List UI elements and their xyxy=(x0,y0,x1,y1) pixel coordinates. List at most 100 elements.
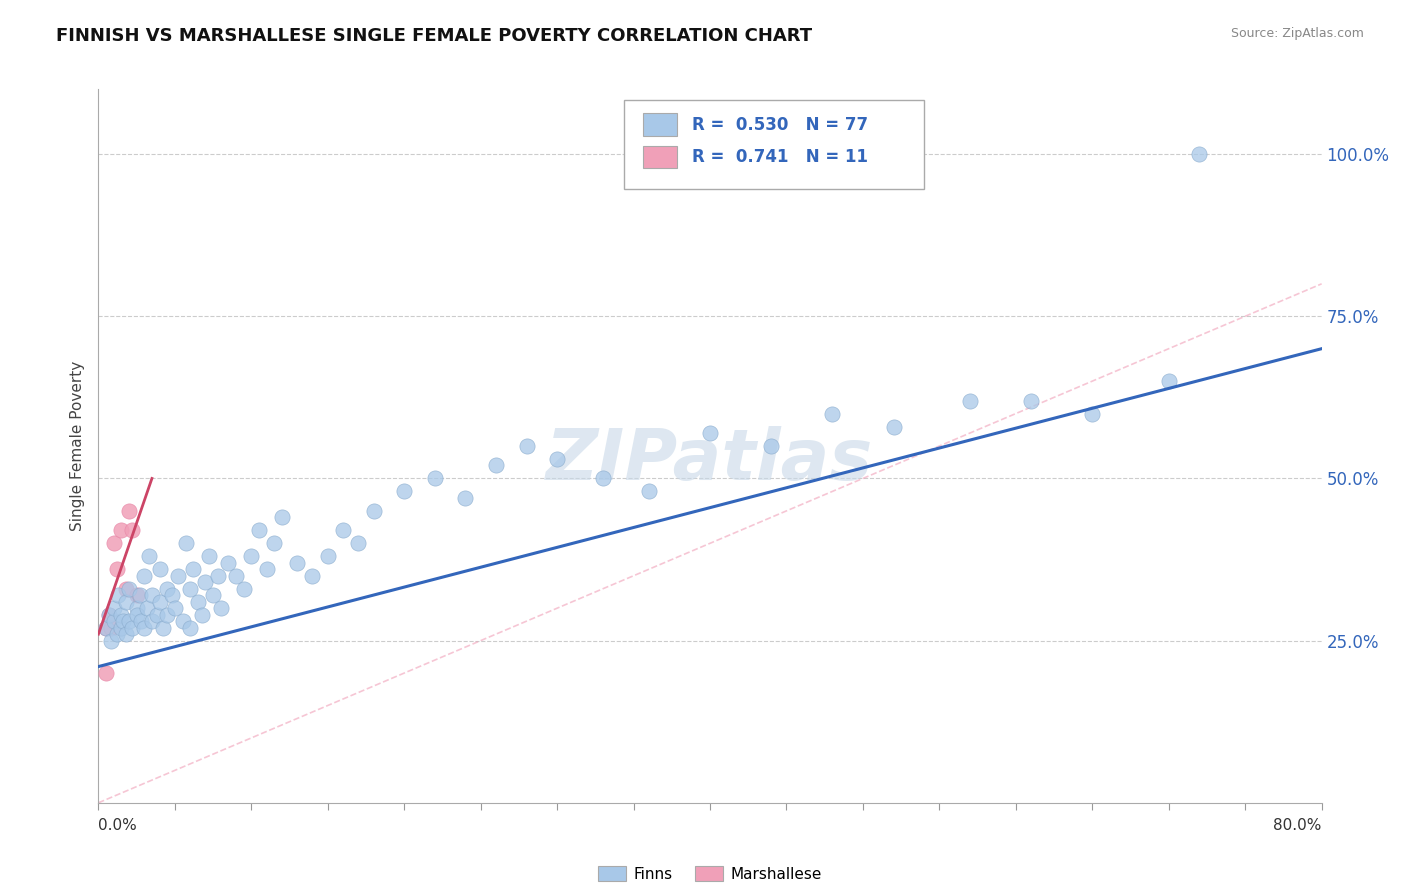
Point xyxy=(118,614,141,628)
Point xyxy=(98,607,121,622)
Point xyxy=(121,621,143,635)
Point xyxy=(592,471,614,485)
Point xyxy=(174,536,197,550)
Point xyxy=(209,601,232,615)
Point xyxy=(301,568,323,582)
Point xyxy=(332,524,354,538)
Point xyxy=(232,582,254,596)
FancyBboxPatch shape xyxy=(624,100,924,189)
Point xyxy=(1157,374,1180,388)
Point xyxy=(125,588,148,602)
Point xyxy=(105,562,128,576)
Point xyxy=(125,601,148,615)
Point xyxy=(145,607,167,622)
Point xyxy=(256,562,278,576)
Point xyxy=(1188,147,1211,161)
Y-axis label: Single Female Poverty: Single Female Poverty xyxy=(69,361,84,531)
Point xyxy=(118,582,141,596)
Point xyxy=(167,568,190,582)
Text: ZIPatlas: ZIPatlas xyxy=(547,425,873,495)
Point xyxy=(454,491,477,505)
Point xyxy=(197,549,219,564)
Point xyxy=(699,425,721,440)
Point xyxy=(217,556,239,570)
Point xyxy=(134,568,156,582)
Point xyxy=(110,607,132,622)
Point xyxy=(1081,407,1104,421)
Point xyxy=(759,439,782,453)
Point xyxy=(149,562,172,576)
Point xyxy=(637,484,661,499)
Text: 0.0%: 0.0% xyxy=(98,818,138,832)
Point xyxy=(163,601,186,615)
Point xyxy=(103,536,125,550)
Text: FINNISH VS MARSHALLESE SINGLE FEMALE POVERTY CORRELATION CHART: FINNISH VS MARSHALLESE SINGLE FEMALE POV… xyxy=(56,27,813,45)
Point xyxy=(363,504,385,518)
Point xyxy=(179,621,201,635)
Point xyxy=(285,556,308,570)
Point xyxy=(115,595,138,609)
Point xyxy=(485,458,508,473)
Point xyxy=(118,504,141,518)
Point xyxy=(128,588,150,602)
Point xyxy=(134,621,156,635)
Point xyxy=(136,601,159,615)
Legend: Finns, Marshallese: Finns, Marshallese xyxy=(592,860,828,888)
Point xyxy=(225,568,247,582)
Point xyxy=(207,568,229,582)
Text: R =  0.741   N = 11: R = 0.741 N = 11 xyxy=(692,148,868,166)
Point xyxy=(247,524,270,538)
Point xyxy=(129,614,152,628)
Point xyxy=(270,510,292,524)
Point xyxy=(546,452,568,467)
Point xyxy=(156,607,179,622)
Point xyxy=(179,582,201,596)
Point xyxy=(423,471,446,485)
Point xyxy=(194,575,217,590)
Point xyxy=(191,607,214,622)
Point xyxy=(107,588,129,602)
Text: R =  0.530   N = 77: R = 0.530 N = 77 xyxy=(692,116,868,134)
Point xyxy=(316,549,339,564)
Text: 80.0%: 80.0% xyxy=(1274,818,1322,832)
Point xyxy=(172,614,194,628)
Point xyxy=(160,588,183,602)
Point xyxy=(240,549,263,564)
Point xyxy=(152,621,174,635)
Point xyxy=(263,536,285,550)
Point xyxy=(94,666,117,681)
Point xyxy=(202,588,225,602)
FancyBboxPatch shape xyxy=(643,145,678,169)
Point xyxy=(1019,393,1042,408)
Point xyxy=(347,536,370,550)
Point xyxy=(138,549,160,564)
Text: Source: ZipAtlas.com: Source: ZipAtlas.com xyxy=(1230,27,1364,40)
Point xyxy=(103,614,125,628)
Point xyxy=(94,621,117,635)
Point xyxy=(516,439,538,453)
FancyBboxPatch shape xyxy=(643,113,678,136)
Point xyxy=(100,633,122,648)
Point xyxy=(141,588,163,602)
Point xyxy=(141,614,163,628)
Point xyxy=(103,601,125,615)
Point xyxy=(121,524,143,538)
Point xyxy=(156,582,179,596)
Point xyxy=(98,607,121,622)
Point xyxy=(105,627,128,641)
Point xyxy=(149,595,172,609)
Point xyxy=(111,614,134,628)
Point xyxy=(821,407,844,421)
Point xyxy=(125,607,148,622)
Point xyxy=(187,595,209,609)
Point xyxy=(115,627,138,641)
Point xyxy=(110,524,132,538)
Point xyxy=(110,621,132,635)
Point xyxy=(392,484,416,499)
Point xyxy=(94,621,117,635)
Point xyxy=(100,621,122,635)
Point xyxy=(181,562,204,576)
Point xyxy=(959,393,981,408)
Point xyxy=(115,582,138,596)
Point xyxy=(883,419,905,434)
